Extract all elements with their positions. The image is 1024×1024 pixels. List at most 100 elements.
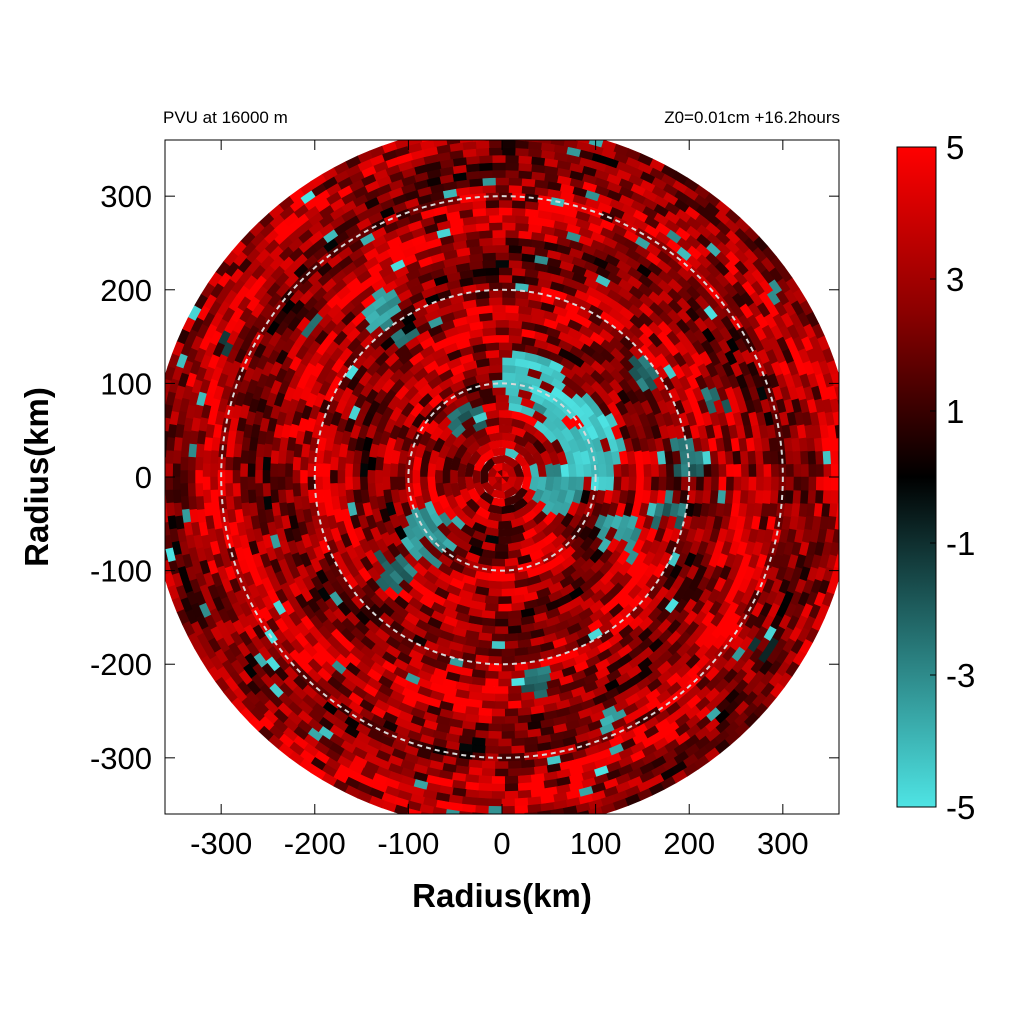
heatmap-cell bbox=[550, 129, 564, 138]
heatmap-cell bbox=[717, 489, 727, 504]
heatmap-cell bbox=[498, 349, 513, 358]
heatmap-cell bbox=[832, 528, 839, 544]
heatmap-cell bbox=[575, 810, 590, 814]
heatmap-cell bbox=[762, 450, 772, 465]
heatmap-cell bbox=[232, 483, 241, 498]
heatmap-cell bbox=[808, 463, 817, 478]
heatmap-cell bbox=[732, 489, 742, 504]
heatmap-cell bbox=[254, 470, 263, 484]
heatmap-cell bbox=[284, 463, 294, 478]
heatmap-cell bbox=[504, 229, 519, 239]
heatmap-cell bbox=[209, 450, 219, 465]
heatmap-cell bbox=[508, 700, 523, 710]
heatmap-cell bbox=[829, 541, 839, 557]
heatmap-cell bbox=[517, 782, 533, 792]
heatmap-cell bbox=[329, 456, 339, 471]
heatmap-cell bbox=[504, 169, 519, 179]
colorbar-tick-label: 5 bbox=[946, 129, 964, 166]
heatmap-cell bbox=[504, 237, 519, 246]
heatmap-cell bbox=[840, 529, 850, 543]
heatmap-cell bbox=[485, 813, 500, 814]
heatmap-cell bbox=[508, 327, 523, 337]
heatmap-cell bbox=[838, 463, 839, 478]
heatmap-cell bbox=[321, 476, 331, 491]
heatmap-cell bbox=[504, 311, 520, 321]
heatmap-cell bbox=[232, 456, 241, 471]
heatmap-cell bbox=[511, 274, 526, 284]
heatmap-cell bbox=[724, 489, 735, 504]
heatmap-cell bbox=[538, 127, 552, 136]
heatmap-cell bbox=[488, 730, 503, 740]
heatmap-cell bbox=[481, 617, 496, 627]
heatmap-cell bbox=[195, 496, 205, 511]
heatmap-cell bbox=[446, 128, 460, 137]
heatmap-cell bbox=[329, 483, 339, 498]
heatmap-cell bbox=[254, 456, 264, 471]
heatmap-cell bbox=[165, 450, 174, 465]
heatmap-cell bbox=[459, 819, 473, 828]
heatmap-cell bbox=[770, 450, 780, 465]
heatmap-cell bbox=[491, 386, 506, 396]
heatmap-cell bbox=[583, 462, 593, 478]
heatmap-cell bbox=[710, 476, 720, 491]
heatmap-cell bbox=[501, 140, 516, 149]
x-tick-label: -100 bbox=[377, 826, 439, 861]
heatmap-cell bbox=[514, 805, 529, 814]
heatmap-cell bbox=[501, 580, 516, 590]
heatmap-cell bbox=[484, 670, 500, 680]
heatmap-cell bbox=[521, 177, 536, 188]
heatmap-cell bbox=[209, 476, 219, 491]
heatmap-cell bbox=[478, 154, 493, 164]
heatmap-cell bbox=[484, 341, 500, 351]
heatmap-cell bbox=[501, 214, 516, 224]
heatmap-cell bbox=[432, 806, 448, 814]
heatmap-cell bbox=[511, 677, 526, 687]
heatmap-cell bbox=[550, 808, 565, 814]
heatmap-cell bbox=[838, 476, 839, 491]
heatmap-cell bbox=[359, 476, 369, 491]
heatmap-cell bbox=[501, 296, 516, 306]
heatmap-cell bbox=[498, 535, 513, 545]
colorbar-tick-label: -3 bbox=[946, 657, 975, 694]
reference-circle bbox=[220, 195, 784, 759]
heatmap-cell bbox=[426, 476, 437, 492]
heatmap-cell bbox=[501, 573, 517, 583]
heatmap-cell bbox=[292, 483, 302, 498]
heatmap-cell bbox=[815, 476, 825, 491]
heatmap-cell bbox=[800, 450, 810, 465]
heatmap-cell bbox=[277, 463, 286, 478]
heatmap-cell bbox=[770, 476, 780, 491]
heatmap-cell bbox=[481, 184, 496, 194]
heatmap-cell bbox=[495, 252, 509, 261]
heatmap-cell bbox=[504, 790, 519, 800]
heatmap-cell bbox=[165, 463, 174, 478]
heatmap-cell bbox=[165, 509, 169, 524]
heatmap-cell bbox=[165, 365, 176, 382]
y-tick-label: -200 bbox=[90, 647, 152, 682]
heatmap-cell bbox=[359, 463, 369, 478]
heatmap-cell bbox=[445, 140, 461, 145]
heatmap-cell bbox=[498, 596, 513, 605]
heatmap-cell bbox=[512, 821, 525, 829]
heatmap-cell bbox=[785, 489, 795, 504]
heatmap-cell bbox=[172, 476, 181, 491]
heatmap-cell bbox=[488, 648, 503, 658]
y-tick-label: -300 bbox=[90, 741, 152, 776]
heatmap-cell bbox=[498, 746, 513, 755]
heatmap-cell bbox=[823, 463, 832, 478]
heatmap-cell bbox=[511, 267, 526, 277]
heatmap-cell bbox=[187, 443, 197, 458]
heatmap-cell bbox=[442, 469, 451, 485]
heatmap-cell bbox=[239, 450, 250, 465]
heatmap-cell bbox=[269, 476, 279, 491]
heatmap-cell bbox=[165, 483, 166, 497]
heatmap-cell bbox=[165, 521, 171, 537]
heatmap-cell bbox=[718, 476, 727, 491]
heatmap-cell bbox=[194, 483, 204, 498]
heatmap-cell bbox=[498, 603, 513, 613]
heatmap-cell bbox=[830, 463, 839, 478]
heatmap-cell bbox=[491, 229, 506, 238]
heatmap-cell bbox=[673, 476, 683, 491]
heatmap-cell bbox=[165, 546, 166, 549]
heatmap-cell bbox=[152, 509, 161, 523]
